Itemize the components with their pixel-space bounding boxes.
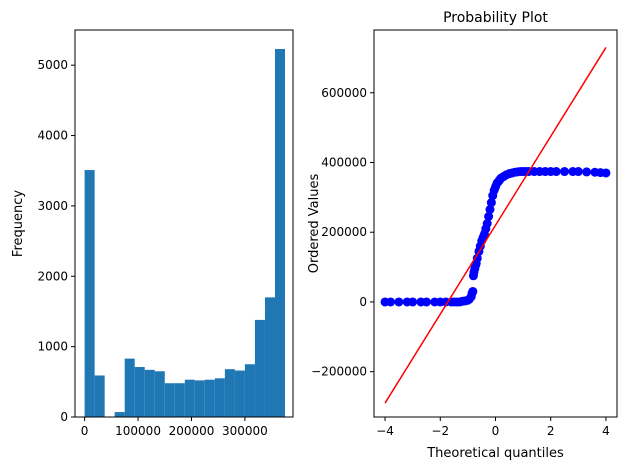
histogram-bar (134, 367, 145, 417)
probability-plot-point (421, 297, 431, 307)
probability-plot-x-tick-label: −4 (376, 424, 394, 438)
histogram-bar (174, 383, 185, 417)
histogram-bar (274, 48, 285, 418)
probability-plot-y-tick-label: 600000 (321, 86, 367, 100)
histogram-bar (154, 371, 165, 417)
probability-plot-y-tick-label: 200000 (321, 225, 367, 239)
histogram-bars (84, 48, 285, 418)
probability-plot-point (601, 168, 611, 178)
probability-plot-point (394, 297, 404, 307)
probability-plot-point (560, 167, 570, 177)
histogram-x-tick-label: 200000 (169, 424, 215, 438)
probability-plot-point (386, 297, 396, 307)
probability-plot-y-tick-label: 400000 (321, 155, 367, 169)
probability-plot-axes: −4 −2 0 2 4 −200000 0 200000 400000 600000 Proba… (307, 10, 618, 461)
probability-plot-x-tick-label: 2 (547, 424, 555, 438)
probability-plot-point (472, 253, 482, 263)
histogram-bar (234, 370, 245, 417)
histogram-bar (144, 369, 155, 417)
histogram-y-tick-label: 2000 (37, 269, 68, 283)
probability-plot-x-axis-label: Theoretical quantiles (426, 446, 564, 461)
probability-plot-point (582, 167, 592, 177)
histogram-bar (164, 383, 175, 417)
histogram-x-tick-label: 0 (81, 424, 89, 438)
histogram-bar (124, 358, 135, 417)
histogram-y-tick-label: 1000 (37, 340, 68, 354)
histogram-frame (74, 29, 294, 418)
histogram-bar (254, 319, 265, 417)
probability-plot-y-ticks: −200000 0 200000 400000 600000 (311, 86, 374, 379)
probability-plot-point (486, 198, 496, 208)
probability-plot-points (380, 167, 611, 307)
histogram-y-axis-label: Frequency (11, 190, 26, 257)
histogram-y-tick-label: 0 (60, 410, 68, 424)
probability-plot-point (573, 167, 583, 177)
probability-plot-y-axis-label: Ordered Values (307, 174, 322, 274)
probability-plot-y-tick-label: −200000 (311, 365, 367, 379)
histogram-bar (194, 380, 205, 417)
histogram-bar (114, 412, 125, 417)
probability-plot-x-tick-label: 0 (492, 424, 500, 438)
probability-plot-fit-line (384, 47, 607, 404)
probability-plot-point (484, 212, 494, 222)
histogram-x-tick-label: 300000 (222, 424, 268, 438)
histogram-y-ticks: 0 1000 2000 3000 4000 5000 (37, 58, 75, 424)
histogram-bar (84, 170, 95, 417)
histogram-bar (184, 379, 195, 417)
probability-plot-x-ticks: −4 −2 0 2 4 (376, 417, 610, 438)
histogram-y-tick-label: 3000 (37, 199, 68, 213)
histogram-bar (264, 297, 275, 417)
histogram-bar (244, 364, 255, 417)
probability-plot-x-tick-label: −2 (431, 424, 449, 438)
histogram-x-ticks: 0 100000 200000 300000 (81, 417, 268, 438)
probability-plot-point (408, 297, 418, 307)
histogram-axes: 0 100000 200000 300000 0 1000 2000 3000 4000 500… (11, 29, 294, 438)
probability-plot-x-tick-label: 4 (602, 424, 610, 438)
histogram-y-tick-label: 5000 (37, 58, 68, 72)
histogram-bar (214, 378, 225, 417)
probability-plot-title: Probability Plot (443, 10, 548, 26)
histogram-bar (204, 379, 215, 417)
probability-plot-point (468, 286, 478, 296)
histogram-bar (224, 369, 235, 417)
probability-plot-point (482, 219, 492, 228)
probability-plot-point (551, 167, 561, 177)
probability-plot-y-tick-label: 0 (359, 295, 367, 309)
histogram-y-tick-label: 4000 (37, 129, 68, 143)
histogram-bar (94, 375, 105, 417)
probability-plot-point (485, 205, 495, 215)
histogram-x-tick-label: 100000 (115, 424, 161, 438)
